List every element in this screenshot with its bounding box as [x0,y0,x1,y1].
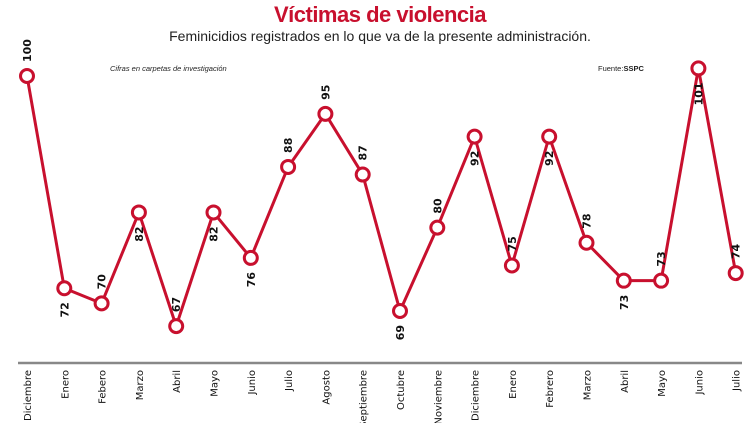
x-tick-label: Diciembre [471,370,482,421]
x-tick-label: Mayo [657,370,668,397]
x-tick-label: Julio [732,370,743,392]
x-tick-label: Marzo [583,370,594,400]
data-point [93,295,110,312]
data-point [130,204,147,221]
data-point [317,105,334,122]
data-label: 73 [655,251,668,266]
data-label: 74 [730,243,743,259]
data-label: 92 [543,151,556,166]
data-point [19,68,35,84]
data-point [280,158,297,175]
x-tick-label: Febrero [545,370,556,408]
data-point [392,302,408,319]
x-tick-label: Abril [172,370,183,393]
data-point [168,318,185,335]
data-point [205,204,222,221]
chart-title: Víctimas de violencia [273,2,487,27]
source-value: SSPC [623,64,644,73]
data-label: 67 [170,297,183,312]
data-label: 78 [581,213,594,228]
x-tick-label: Enero [60,370,71,399]
x-tick-label: Enero [508,370,519,399]
data-point [466,128,483,145]
x-tick-label: Abril [620,370,631,393]
data-point [653,272,670,289]
data-label: 72 [58,302,71,317]
x-tick-label: Mayo [210,370,221,397]
chart-subtitle: Feminicidios registrados en lo que va de… [169,28,591,44]
data-point [242,249,259,266]
data-label: 73 [618,295,631,310]
x-tick-label: Junio [247,370,258,396]
chart-source: Fuente:SSPC [598,64,644,73]
data-point [690,60,707,77]
x-tick-label: Julio [284,370,295,392]
data-point [578,234,595,251]
data-point [727,265,744,282]
x-tick-label: Marzo [135,370,146,400]
data-point [615,272,632,289]
data-label: 76 [245,272,258,288]
data-label: 92 [469,151,482,166]
x-tick-label: Diciembre [23,370,34,421]
data-point [503,257,520,274]
data-label: 100 [21,39,34,62]
x-tick-label: Agosto [321,370,332,405]
data-label: 69 [394,325,407,340]
source-label: Fuente: [598,64,624,73]
x-tick-label: Noviembre [433,370,444,423]
data-label: 82 [208,226,221,241]
x-tick-label: Junio [694,370,705,396]
data-point [429,219,446,236]
data-label: 88 [282,138,295,153]
x-tick-label: Octubre [396,370,407,410]
data-label: 87 [357,145,370,160]
data-label: 101 [692,82,705,105]
x-tick-label: Septiembre [359,370,370,423]
series-line [25,66,738,328]
data-point [354,166,371,183]
chart-note: Cifras en carpetas de investigación [110,64,227,73]
data-label: 80 [431,198,444,214]
data-label: 70 [96,274,109,290]
data-label: 82 [133,226,146,241]
data-label: 75 [506,236,519,251]
data-label: 95 [319,85,332,100]
data-point [56,280,73,297]
data-point [541,128,558,145]
x-tick-label: Febero [98,370,109,404]
